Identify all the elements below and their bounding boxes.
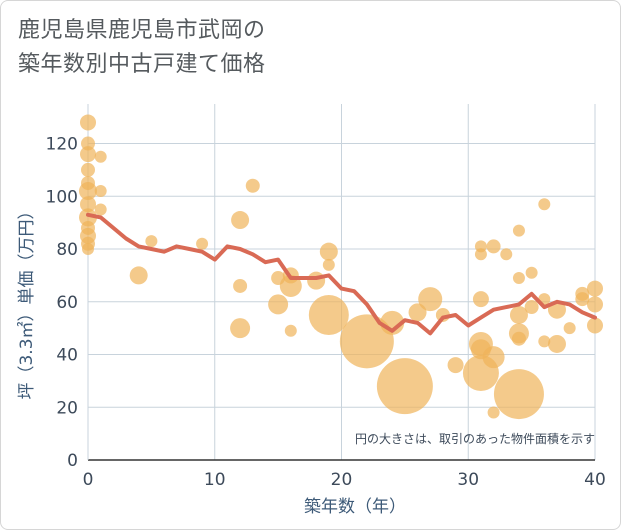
trend-layer <box>86 212 597 336</box>
data-bubble <box>418 287 443 312</box>
data-bubble <box>509 305 528 324</box>
data-bubble <box>563 322 576 335</box>
y-tick-label: 120 <box>46 135 78 155</box>
data-bubble <box>233 278 248 293</box>
data-bubble <box>284 324 297 337</box>
data-bubble <box>575 292 590 307</box>
data-bubble <box>145 235 158 248</box>
data-bubble <box>486 239 501 254</box>
data-bubble <box>81 162 95 177</box>
data-bubble <box>307 271 326 290</box>
x-tick-label: 30 <box>457 470 479 490</box>
chart-title-line-1: 鹿児島県鹿児島市武岡の <box>18 18 266 43</box>
x-axis-title: 築年数（年） <box>304 497 406 517</box>
data-bubble <box>322 258 335 271</box>
bubble-size-note: 円の大きさは、取引のあった物件面積を示す <box>355 431 595 446</box>
data-bubble <box>80 146 96 163</box>
data-bubble <box>472 291 489 308</box>
data-bubble <box>487 406 500 419</box>
y-tick-label: 0 <box>67 451 78 471</box>
chart-title-line-2: 築年数別中古戸建て価格 <box>18 52 266 77</box>
data-bubble <box>129 266 148 285</box>
data-bubble <box>319 242 338 261</box>
data-bubble <box>447 357 464 374</box>
y-tick-label: 60 <box>56 293 78 313</box>
data-bubble <box>493 369 544 420</box>
data-bubble <box>230 318 251 339</box>
x-tick-label: 10 <box>204 470 226 490</box>
y-tick-label: 80 <box>56 240 78 260</box>
x-tick-label: 0 <box>83 470 94 490</box>
data-bubble <box>587 280 603 297</box>
data-bubble <box>279 274 302 297</box>
x-tick-label: 20 <box>331 470 353 490</box>
data-bubble <box>268 294 289 315</box>
data-bubble <box>94 185 107 198</box>
data-bubble <box>587 296 603 313</box>
data-bubble <box>512 272 525 285</box>
data-bubble <box>538 335 551 348</box>
trend-line <box>86 212 597 336</box>
data-bubble <box>339 314 394 369</box>
data-bubble <box>500 248 513 261</box>
data-bubble <box>79 182 97 201</box>
data-bubble <box>524 300 539 315</box>
data-bubble <box>482 346 505 369</box>
data-bubble <box>538 198 551 211</box>
data-bubble <box>94 203 107 216</box>
data-bubble <box>80 114 96 131</box>
y-tick-label: 20 <box>56 398 78 418</box>
y-tick-label: 40 <box>56 346 78 366</box>
y-axis-title: 坪（3.3㎡）単価（万円） <box>17 202 37 399</box>
data-bubble <box>511 331 526 346</box>
chart-title: 鹿児島県鹿児島市武岡の 築年数別中古戸建て価格 <box>18 14 266 82</box>
data-bubble <box>231 211 250 230</box>
data-bubble <box>82 243 94 256</box>
y-tick-label: 100 <box>46 187 78 207</box>
data-bubble <box>547 334 566 353</box>
data-bubble <box>376 358 433 415</box>
data-bubble <box>196 237 209 250</box>
x-tick-label: 40 <box>584 470 606 490</box>
data-bubble <box>308 294 349 335</box>
data-bubble <box>79 208 97 227</box>
data-bubble <box>512 224 525 237</box>
data-bubble <box>245 178 260 193</box>
data-bubble <box>587 317 603 334</box>
data-bubble <box>474 248 487 261</box>
data-bubble <box>525 266 538 279</box>
data-bubble <box>80 196 96 213</box>
tick-layer: 0 20 40 60 80 100 120 0 10 20 30 40 <box>46 135 606 490</box>
data-bubble <box>94 150 107 163</box>
